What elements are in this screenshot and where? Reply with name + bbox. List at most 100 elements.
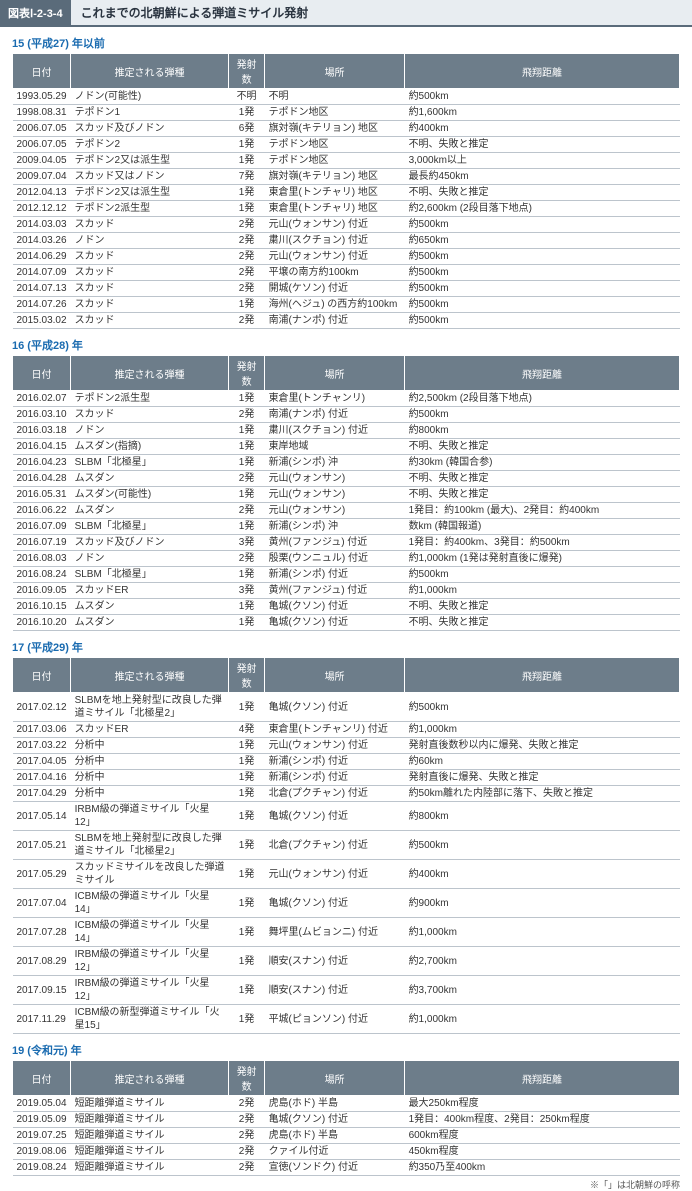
table-cell: 短距離弾道ミサイル — [71, 1096, 229, 1112]
column-header: 推定される弾種 — [71, 1061, 229, 1096]
table-cell: 亀城(クソン) 付近 — [265, 1112, 405, 1128]
table-cell: 約1,000km — [405, 583, 680, 599]
table-row: 2017.07.04ICBM級の弾道ミサイル「火星14」1発亀城(クソン) 付近… — [13, 889, 680, 918]
table-cell: 舞坪里(ムビョンニ) 付近 — [265, 918, 405, 947]
table-row: 2012.12.12テポドン2派生型1発東倉里(トンチャリ) 地区約2,600k… — [13, 201, 680, 217]
table-row: 2006.07.05テポドン21発テポドン地区不明、失敗と推定 — [13, 137, 680, 153]
table-cell: 2009.04.05 — [13, 153, 71, 169]
table-cell: 不明、失敗と推定 — [405, 487, 680, 503]
table-cell: 発射直後数秒以内に爆発、失敗と推定 — [405, 738, 680, 754]
table-cell: 不明 — [265, 89, 405, 105]
table-cell: 1発 — [229, 455, 265, 471]
table-row: 2017.07.28ICBM級の弾道ミサイル「火星14」1発舞坪里(ムビョンニ)… — [13, 918, 680, 947]
table-cell: 2016.07.19 — [13, 535, 71, 551]
table-row: 2017.09.15IRBM級の弾道ミサイル「火星12」1発順安(スナン) 付近… — [13, 976, 680, 1005]
table-cell: 殷栗(ウンニュル) 付近 — [265, 551, 405, 567]
column-header: 日付 — [13, 356, 71, 391]
table-cell: スカッド — [71, 217, 229, 233]
table-cell: 2006.07.05 — [13, 137, 71, 153]
table-cell: 約500km — [405, 249, 680, 265]
table-cell: 2012.12.12 — [13, 201, 71, 217]
column-header: 推定される弾種 — [71, 658, 229, 693]
table-cell: 2016.07.09 — [13, 519, 71, 535]
table-cell: 2016.08.03 — [13, 551, 71, 567]
table-row: 2009.04.05テポドン2又は派生型1発テポドン地区3,000km以上 — [13, 153, 680, 169]
table-cell: ムスダン — [71, 503, 229, 519]
table-row: 1998.08.31テポドン11発テポドン地区約1,600km — [13, 105, 680, 121]
table-row: 2016.10.15ムスダン1発亀城(クソン) 付近不明、失敗と推定 — [13, 599, 680, 615]
table-cell: IRBM級の弾道ミサイル「火星12」 — [71, 947, 229, 976]
table-row: 2016.07.09SLBM「北極星」1発新浦(シンポ) 沖数km (韓国報道) — [13, 519, 680, 535]
table-cell: 1発目：400km程度、2発目：250km程度 — [405, 1112, 680, 1128]
table-cell: 約60km — [405, 754, 680, 770]
table-cell: 南浦(ナンポ) 付近 — [265, 407, 405, 423]
figure-title: これまでの北朝鮮による弾道ミサイル発射 — [71, 0, 692, 25]
table-cell: 約500km — [405, 265, 680, 281]
table-cell: 旗対嶺(キテリョン) 地区 — [265, 169, 405, 185]
table-cell: 短距離弾道ミサイル — [71, 1128, 229, 1144]
table-cell: 不明、失敗と推定 — [405, 615, 680, 631]
table-cell: ノドン — [71, 423, 229, 439]
column-header: 飛翔距離 — [405, 1061, 680, 1096]
table-cell: 虎島(ホド) 半島 — [265, 1128, 405, 1144]
table-cell: 2016.05.31 — [13, 487, 71, 503]
table-cell: 2発 — [229, 1144, 265, 1160]
missile-table: 日付推定される弾種発射数場所飛翔距離2016.02.07テポドン2派生型1発東倉… — [12, 355, 680, 631]
table-cell: 元山(ウォンサン) — [265, 471, 405, 487]
table-cell: 元山(ウォンサン) 付近 — [265, 738, 405, 754]
table-cell: 亀城(クソン) 付近 — [265, 889, 405, 918]
table-cell: テポドン地区 — [265, 137, 405, 153]
table-cell: 2017.07.04 — [13, 889, 71, 918]
table-cell: 短距離弾道ミサイル — [71, 1160, 229, 1176]
table-cell: 約400km — [405, 121, 680, 137]
table-cell: 1発 — [229, 297, 265, 313]
table-cell: 1993.05.29 — [13, 89, 71, 105]
table-cell: 約1,000km — [405, 918, 680, 947]
table-cell: 2016.10.20 — [13, 615, 71, 631]
table-row: 2014.03.26ノドン2発粛川(スクチョン) 付近約650km — [13, 233, 680, 249]
table-row: 2016.10.20ムスダン1発亀城(クソン) 付近不明、失敗と推定 — [13, 615, 680, 631]
table-cell: 600km程度 — [405, 1128, 680, 1144]
table-cell: 新浦(シンポ) 付近 — [265, 770, 405, 786]
table-cell: 宣徳(ソンドク) 付近 — [265, 1160, 405, 1176]
table-cell: 2016.08.24 — [13, 567, 71, 583]
table-cell: 2019.07.25 — [13, 1128, 71, 1144]
table-cell: 南浦(ナンポ) 付近 — [265, 313, 405, 329]
table-cell: 約500km — [405, 831, 680, 860]
table-cell: テポドン地区 — [265, 153, 405, 169]
table-cell: スカッド及びノドン — [71, 121, 229, 137]
table-cell: 2発 — [229, 281, 265, 297]
table-cell: 2発 — [229, 1160, 265, 1176]
table-cell: 2014.07.09 — [13, 265, 71, 281]
table-cell: 最大250km程度 — [405, 1096, 680, 1112]
section-label: 16 (平成28) 年 — [12, 337, 692, 353]
table-cell: 1発 — [229, 391, 265, 407]
table-cell: 1発 — [229, 1005, 265, 1034]
table-cell: 新浦(シンポ) 沖 — [265, 455, 405, 471]
table-cell: ICBM級の弾道ミサイル「火星14」 — [71, 918, 229, 947]
column-header: 飛翔距離 — [405, 356, 680, 391]
table-cell: 1発 — [229, 786, 265, 802]
table-cell: 約350乃至400km — [405, 1160, 680, 1176]
table-cell: 2019.08.06 — [13, 1144, 71, 1160]
table-cell: 開城(ケソン) 付近 — [265, 281, 405, 297]
table-cell: 2017.05.14 — [13, 802, 71, 831]
table-cell: 2019.08.24 — [13, 1160, 71, 1176]
table-cell: テポドン2派生型 — [71, 391, 229, 407]
table-cell: 約900km — [405, 889, 680, 918]
table-cell: 2019.05.04 — [13, 1096, 71, 1112]
table-cell: 平城(ピョンソン) 付近 — [265, 1005, 405, 1034]
column-header: 発射数 — [229, 1061, 265, 1096]
table-cell: 2016.04.15 — [13, 439, 71, 455]
table-row: 2019.08.24短距離弾道ミサイル2発宣徳(ソンドク) 付近約350乃至40… — [13, 1160, 680, 1176]
table-cell: 2016.04.23 — [13, 455, 71, 471]
table-row: 2015.03.02スカッド2発南浦(ナンポ) 付近約500km — [13, 313, 680, 329]
table-row: 2019.08.06短距離弾道ミサイル2発クァイル付近450km程度 — [13, 1144, 680, 1160]
table-cell: 3発 — [229, 583, 265, 599]
table-cell: 7発 — [229, 169, 265, 185]
table-row: 2016.03.18ノドン1発粛川(スクチョン) 付近約800km — [13, 423, 680, 439]
table-cell: 1発 — [229, 976, 265, 1005]
table-cell: 2014.07.26 — [13, 297, 71, 313]
table-cell: 不明、失敗と推定 — [405, 439, 680, 455]
table-cell: 粛川(スクチョン) 付近 — [265, 423, 405, 439]
